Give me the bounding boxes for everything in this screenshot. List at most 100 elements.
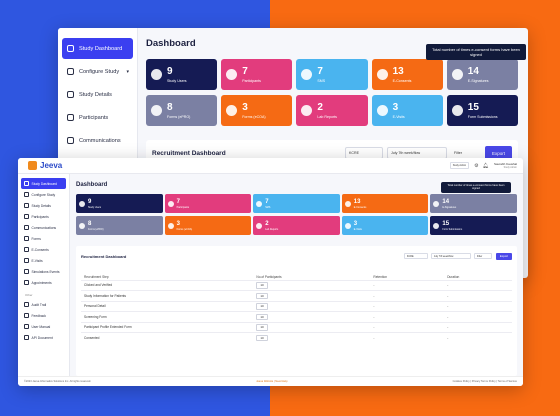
stat-label: Participants — [176, 205, 190, 209]
front-sidebar: Study Dashboard Configure Study Study Deta… — [18, 174, 70, 376]
page-title: Dashboard — [146, 38, 196, 49]
sidebar-item-appointments[interactable]: Appointments — [21, 277, 66, 288]
stat-value: 3 — [242, 101, 248, 113]
sidebar-item-participants[interactable]: Participants — [62, 107, 133, 128]
stat-label: Study Users — [88, 205, 102, 209]
stat-card[interactable]: 7 SMS — [253, 194, 340, 213]
table-cell: 10 — [253, 332, 371, 343]
sidebar-item-user-manual[interactable]: User Manual — [21, 321, 66, 332]
sidebar-item-label: API Document — [31, 335, 53, 340]
stat-icon — [451, 105, 463, 116]
front-window: Jeeva Study Admin ⚙ 🔔︎ Saurabh Kaushal S… — [18, 158, 523, 386]
sidebar-item-configure-study[interactable]: Configure Study ▾ — [62, 61, 133, 82]
sidebar-item-feedback[interactable]: Feedback — [21, 310, 66, 321]
stat-card[interactable]: 14 E-Signatures — [430, 194, 517, 213]
bell-icon[interactable]: 🔔︎ — [482, 162, 489, 169]
stat-label: SMS — [317, 78, 326, 83]
stat-value: 13 — [353, 198, 361, 205]
stat-cards-row-2: 8 Forms (ePRO) 3 Forms (eCOA) 2 Lab Reports 3 E… — [76, 216, 517, 235]
stat-card[interactable]: 8 Forms (ePRO) — [76, 216, 163, 235]
stat-value: 7 — [265, 198, 269, 205]
sidebar-item-label: Appointments — [31, 280, 52, 285]
stat-card[interactable]: 2 Lab Reports — [296, 95, 368, 126]
chat-icon — [67, 137, 74, 144]
front-main: Dashboard 9 Study Users 7 Participants 7 SMS 1… — [76, 174, 517, 376]
stat-card[interactable]: 3 Forms (eCOA) — [221, 95, 293, 126]
table-cell: Personal Detail — [81, 300, 254, 312]
export-button[interactable]: Export — [484, 146, 512, 160]
sidebar-item-e-visits[interactable]: E-Visits — [21, 255, 66, 266]
footer: ©2023 Jeeva Informatics Solutions Inc. A… — [18, 376, 523, 386]
column-header: Retention — [373, 274, 388, 279]
stat-card[interactable]: 2 Lab Reports — [253, 216, 340, 235]
sidebar-item-api-document[interactable]: API Document — [21, 332, 66, 343]
stat-value: 7 — [176, 198, 180, 205]
participant-count: 10 — [256, 334, 268, 342]
participant-count: 10 — [256, 313, 268, 320]
sidebar-item-forms[interactable]: Forms — [21, 233, 66, 244]
filter-button[interactable]: Filter — [473, 253, 492, 259]
sidebar-item-label: Study Details — [31, 203, 51, 208]
stat-card[interactable]: 14 E-Signatures — [446, 59, 518, 90]
footer-help-link[interactable]: Jeeva Website | Need Help — [256, 380, 288, 383]
stat-label: E-Visits — [392, 114, 405, 119]
table-row: Clicked and Verified 10 - - — [81, 279, 512, 291]
export-button[interactable]: Export — [495, 252, 512, 260]
stat-card[interactable]: 15 Form Submissions — [446, 95, 518, 126]
sidebar-item-label: Feedback — [31, 313, 46, 318]
stat-card[interactable]: 3 Forms (eCOA) — [164, 216, 252, 235]
user-name[interactable]: Saurabh Kaushal — [493, 162, 517, 166]
footer-policies[interactable]: Cookies Policy | Privacy Terms Policy | … — [452, 380, 517, 383]
stat-card[interactable]: 3 E-Visits — [341, 216, 429, 235]
stat-value: 7 — [242, 65, 248, 77]
period-select[interactable]: July 7th week/flow — [430, 253, 471, 259]
stat-card[interactable]: 15 Form Submissions — [430, 216, 517, 235]
table-cell: - — [370, 321, 445, 333]
nav-icon — [24, 335, 29, 340]
stat-card[interactable]: 13 E-Consents — [341, 194, 429, 213]
nav-icon — [24, 236, 29, 241]
stat-card[interactable]: 13 E-Consents — [371, 59, 443, 90]
site-select[interactable]: KCRE — [403, 253, 428, 259]
settings-icon[interactable]: ⚙ — [474, 162, 479, 169]
table-cell: - — [370, 279, 445, 291]
sidebar-item-study-details[interactable]: Study Details — [21, 200, 66, 211]
stat-cards-row-1: 9 Study Users 7 Participants 7 SMS 13 E-Consent… — [146, 59, 518, 90]
filter-button[interactable]: Filter — [450, 147, 479, 159]
stat-label: E-Consents — [392, 78, 412, 83]
sidebar-item-simulations-events[interactable]: Simulations Events — [21, 266, 66, 277]
table-cell: Consented — [81, 332, 254, 343]
sidebar-item-participants[interactable]: Participants — [21, 211, 66, 222]
stat-card[interactable]: 7 Participants — [164, 194, 252, 213]
logo-text: Jeeva — [40, 161, 63, 170]
column-header: Recruitment Step — [84, 274, 109, 279]
stat-card[interactable]: 9 Study Users — [146, 59, 218, 90]
sidebar-item-e-consents[interactable]: E-Consents — [21, 244, 66, 255]
stat-card[interactable]: 9 Study Users — [76, 194, 163, 213]
stat-value: 7 — [317, 65, 323, 77]
stat-card[interactable]: 8 Forms (ePRO) — [146, 95, 218, 126]
stat-card[interactable]: 7 SMS — [296, 59, 368, 90]
nav-icon — [24, 203, 29, 208]
sidebar-item-label: E-Visits — [31, 258, 43, 263]
sidebar-item-communications[interactable]: Communications — [62, 130, 133, 151]
sidebar-item-label: Configure Study — [31, 192, 56, 197]
sidebar-item-label: User Manual — [31, 324, 51, 329]
stat-value: 13 — [392, 65, 404, 77]
table-cell: Screening Form — [81, 311, 254, 322]
stat-card[interactable]: 7 Participants — [221, 59, 293, 90]
table-cell: 10 — [253, 279, 371, 291]
sidebar-item-communications[interactable]: Communications — [21, 222, 66, 233]
stat-label: E-Visits — [353, 227, 362, 231]
participant-count: 10 — [256, 303, 268, 310]
sidebar-item-study-details[interactable]: Study Details — [62, 84, 133, 105]
sidebar-item-study-dashboard[interactable]: Study Dashboard — [21, 178, 66, 189]
sidebar-item-study-dashboard[interactable]: Study Dashboard — [62, 38, 133, 59]
sidebar-item-audit-trail[interactable]: Audit Trail — [21, 299, 66, 310]
stat-value: 9 — [167, 65, 173, 77]
sidebar-item-configure-study[interactable]: Configure Study — [21, 189, 66, 200]
stat-card[interactable]: 3 E-Visits — [371, 95, 443, 126]
stat-icon — [376, 69, 388, 80]
role-switch[interactable]: Study Admin — [449, 162, 470, 169]
table-cell: - — [444, 321, 512, 333]
